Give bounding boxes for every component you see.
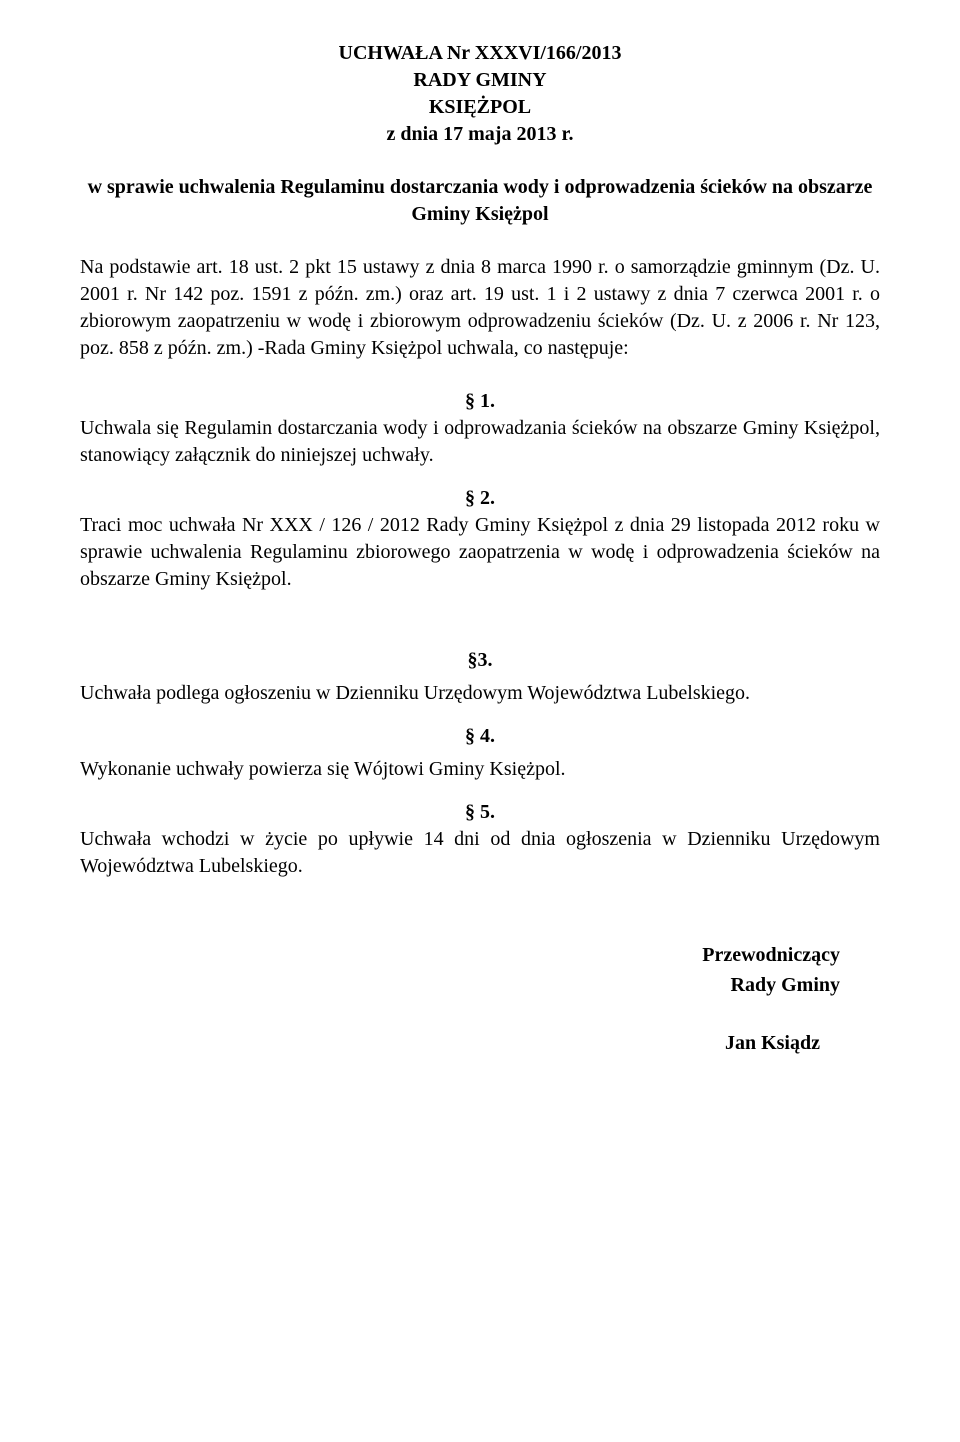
document-subject: w sprawie uchwalenia Regulaminu dostarcz… [80, 174, 880, 228]
section-4-body: Wykonanie uchwały powierza się Wójtowi G… [80, 756, 880, 783]
section-1-number: § 1. [80, 388, 880, 415]
signature-name: Jan Ksiądz [80, 1030, 880, 1057]
section-2-number: § 2. [80, 485, 880, 512]
section-5-number: § 5. [80, 799, 880, 826]
signature-role-line-2: Rady Gminy [80, 970, 840, 1000]
section-3-number: §3. [80, 647, 880, 674]
document-title: UCHWAŁA Nr XXXVI/166/2013 RADY GMINY KSI… [80, 40, 880, 148]
section-4-number: § 4. [80, 723, 880, 750]
title-line-1: UCHWAŁA Nr XXXVI/166/2013 [80, 40, 880, 67]
title-line-2: RADY GMINY [80, 67, 880, 94]
signature-role-line-1: Przewodniczący [80, 940, 840, 970]
signature-role: Przewodniczący Rady Gminy [80, 940, 880, 1000]
section-2-body: Traci moc uchwała Nr XXX / 126 / 2012 Ra… [80, 512, 880, 593]
title-line-4: z dnia 17 maja 2013 r. [80, 121, 880, 148]
section-5-body: Uchwała wchodzi w życie po upływie 14 dn… [80, 826, 880, 880]
section-1-body: Uchwala się Regulamin dostarczania wody … [80, 415, 880, 469]
title-line-3: KSIĘŻPOL [80, 94, 880, 121]
section-3-body: Uchwała podlega ogłoszeniu w Dzienniku U… [80, 680, 880, 707]
legal-basis-paragraph: Na podstawie art. 18 ust. 2 pkt 15 ustaw… [80, 254, 880, 362]
